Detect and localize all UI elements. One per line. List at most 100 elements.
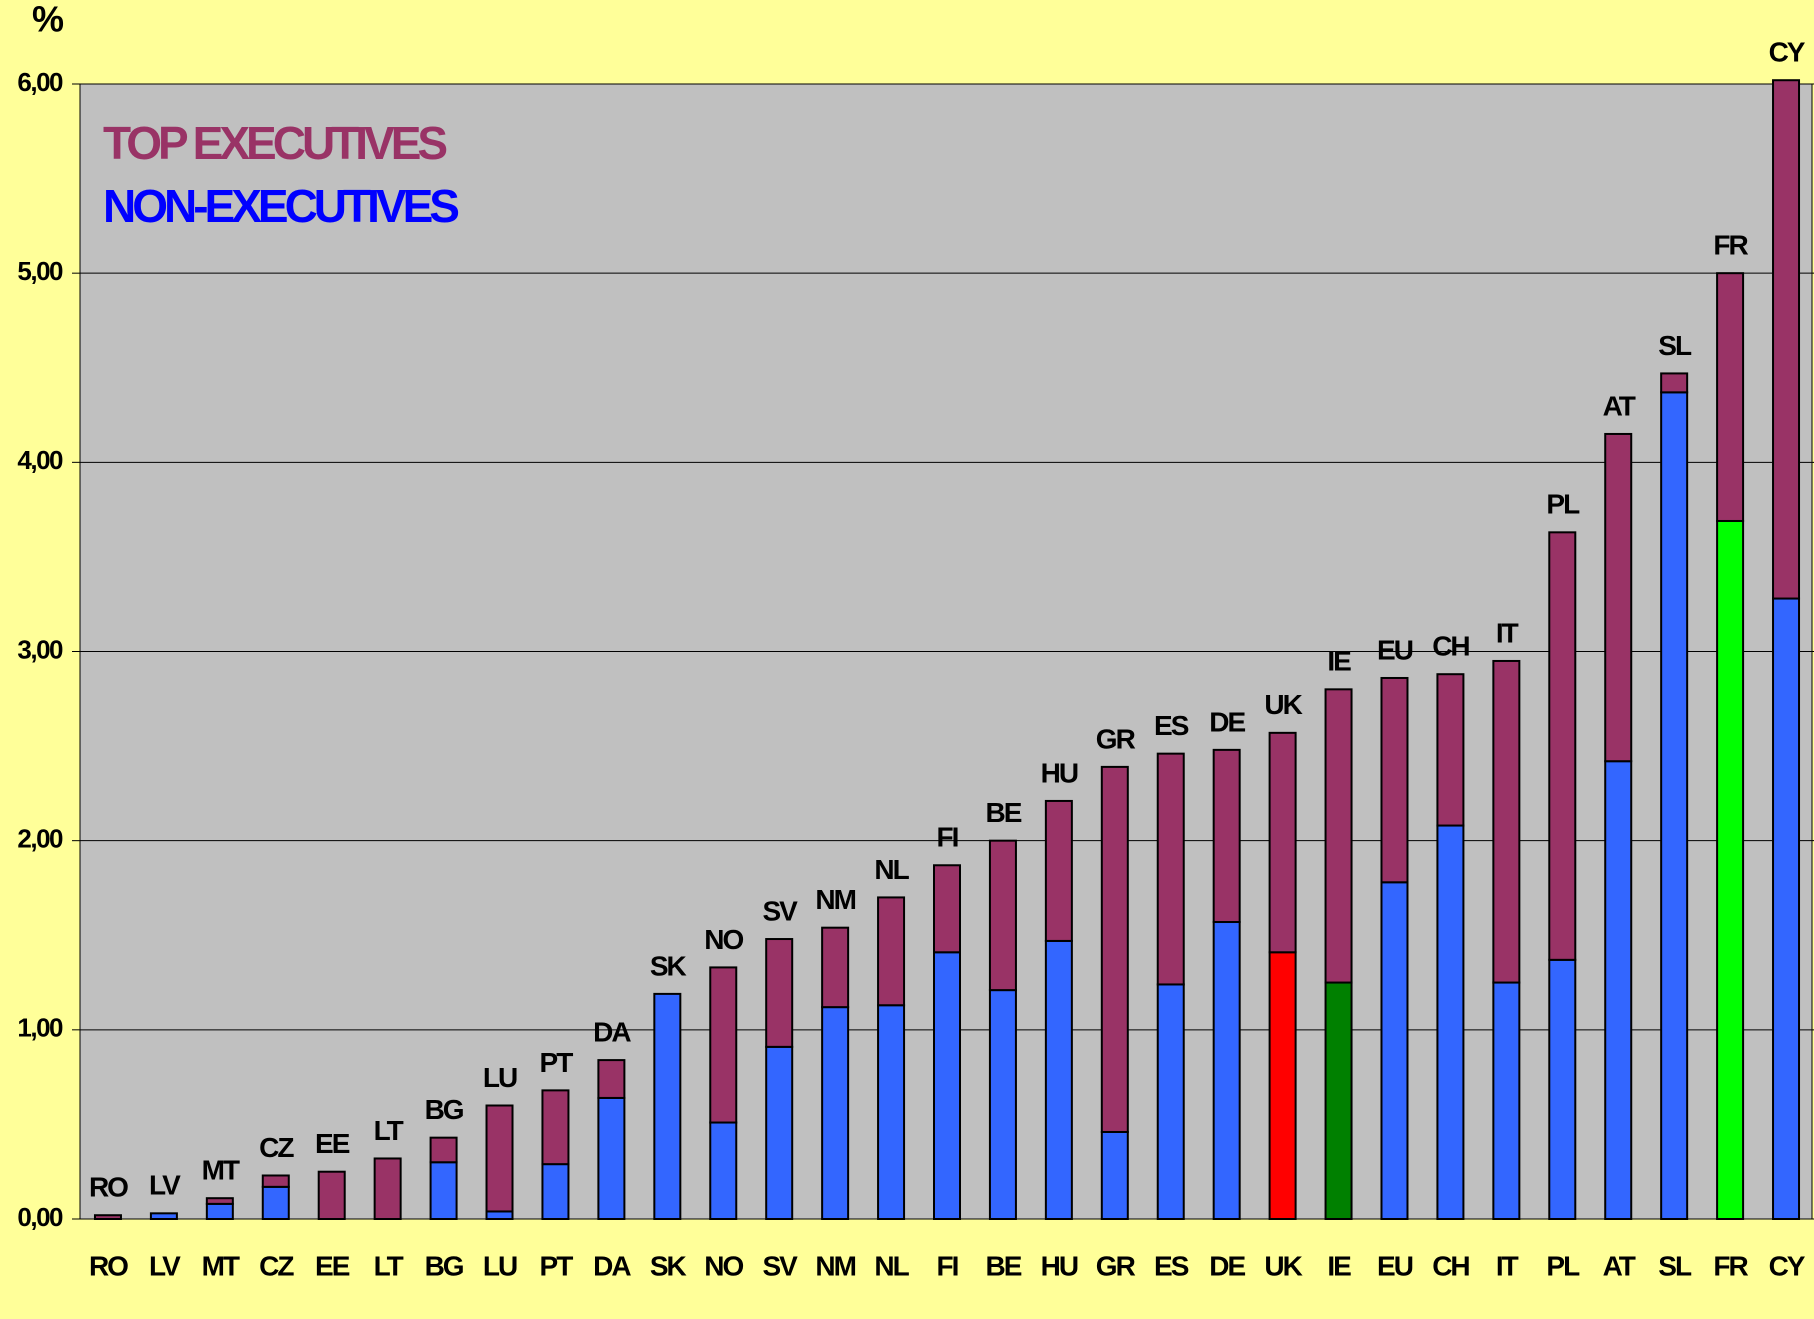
x-tick-label: NL bbox=[874, 1250, 909, 1281]
bar-label: HU bbox=[1041, 757, 1078, 788]
bar-label: MT bbox=[202, 1155, 240, 1186]
bar-label: IE bbox=[1327, 646, 1351, 677]
bar-segment bbox=[1772, 597, 1801, 1220]
y-axis-title: % bbox=[32, 0, 64, 40]
x-tick-label: AT bbox=[1603, 1250, 1636, 1281]
bar-segment bbox=[373, 1157, 402, 1221]
bar-segment bbox=[1324, 981, 1353, 1221]
bar-segment bbox=[821, 1006, 850, 1221]
bar-segment bbox=[261, 1185, 290, 1221]
bar-label: BE bbox=[985, 797, 1021, 828]
x-tick-label: RO bbox=[89, 1250, 128, 1281]
x-tick-label: GR bbox=[1096, 1250, 1136, 1281]
bar-segment bbox=[1492, 659, 1521, 984]
bar-segment bbox=[261, 1174, 290, 1188]
bar-label: PT bbox=[540, 1047, 574, 1078]
bar-label: RO bbox=[89, 1172, 128, 1203]
x-tick-label: NM bbox=[815, 1250, 855, 1281]
bar-segment bbox=[1660, 391, 1689, 1220]
bar-segment bbox=[1268, 951, 1297, 1221]
x-tick-label: LT bbox=[374, 1250, 404, 1281]
bar-segment bbox=[1436, 824, 1465, 1220]
x-tick-label: SL bbox=[1658, 1250, 1692, 1281]
bar-label: FR bbox=[1713, 230, 1748, 261]
bar-segment bbox=[1548, 531, 1577, 961]
bar-segment bbox=[1212, 748, 1241, 924]
x-tick-label: EU bbox=[1377, 1250, 1413, 1281]
bar-segment bbox=[709, 966, 738, 1124]
x-tick-label: CH bbox=[1432, 1250, 1469, 1281]
bar-segment bbox=[1716, 272, 1745, 522]
bar-segment bbox=[765, 938, 794, 1048]
bar-segment bbox=[429, 1136, 458, 1164]
x-tick-label: LU bbox=[483, 1250, 517, 1281]
bar-segment bbox=[933, 951, 961, 1221]
bar-segment bbox=[1492, 981, 1521, 1221]
x-tick-label: LV bbox=[149, 1250, 181, 1281]
legend-entry: NON-EXECUTIVES bbox=[103, 180, 458, 232]
bar-segment bbox=[1604, 432, 1633, 763]
bar-label: GR bbox=[1096, 723, 1136, 754]
bar-segment bbox=[877, 896, 906, 1007]
bar-label: BG bbox=[425, 1094, 464, 1125]
x-tick-label: IE bbox=[1327, 1250, 1351, 1281]
bar-segment bbox=[1156, 983, 1185, 1221]
x-tick-label: HU bbox=[1041, 1250, 1078, 1281]
bar-segment bbox=[1660, 372, 1689, 394]
bar-segment bbox=[877, 1004, 906, 1220]
bar-label: NO bbox=[704, 924, 743, 955]
x-tick-label: SK bbox=[650, 1250, 687, 1281]
y-tick-label: 3,00 bbox=[17, 634, 63, 664]
x-tick-label: PL bbox=[1546, 1250, 1580, 1281]
bar-label: DE bbox=[1209, 706, 1245, 737]
bar-label: NM bbox=[815, 884, 855, 915]
bar-segment bbox=[988, 839, 1017, 992]
bar-label: DA bbox=[593, 1016, 631, 1047]
x-tick-label: FI bbox=[937, 1250, 958, 1281]
bar-segment bbox=[1156, 752, 1185, 986]
bar-label: PL bbox=[1546, 489, 1580, 520]
bar-segment bbox=[597, 1096, 626, 1221]
x-tick-label: SV bbox=[763, 1250, 799, 1281]
bar-segment bbox=[1212, 921, 1241, 1221]
bar-segment bbox=[541, 1089, 570, 1166]
bar-label: CZ bbox=[259, 1132, 294, 1163]
bar-label: EE bbox=[315, 1128, 350, 1159]
bar-label: ES bbox=[1154, 710, 1189, 741]
bar-label: SK bbox=[650, 950, 687, 981]
bar-label: SV bbox=[763, 895, 799, 926]
bar-segment bbox=[541, 1163, 570, 1221]
bar-segment bbox=[1548, 958, 1577, 1220]
bar-segment bbox=[1380, 881, 1409, 1220]
bar-label: CY bbox=[1769, 37, 1806, 68]
bar-segment bbox=[429, 1161, 458, 1220]
bar-segment bbox=[597, 1059, 626, 1099]
bar-segment bbox=[988, 989, 1017, 1220]
x-tick-label: BE bbox=[985, 1250, 1021, 1281]
bar-label: IT bbox=[1496, 617, 1519, 648]
bar-segment bbox=[1324, 688, 1353, 984]
y-tick-label: 4,00 bbox=[17, 445, 63, 475]
x-tick-label: EE bbox=[315, 1250, 350, 1281]
x-tick-label: ES bbox=[1154, 1250, 1189, 1281]
x-tick-label: BG bbox=[425, 1250, 464, 1281]
x-tick-label: CZ bbox=[259, 1250, 294, 1281]
x-tick-label: NO bbox=[704, 1250, 743, 1281]
bar-segment bbox=[485, 1104, 514, 1213]
y-tick-label: 5,00 bbox=[17, 256, 63, 286]
y-tick-label: 6,00 bbox=[17, 67, 63, 97]
y-tick-label: 1,00 bbox=[17, 1013, 63, 1043]
bar-segment bbox=[1604, 760, 1633, 1220]
y-tick-label: 2,00 bbox=[17, 824, 63, 854]
bar-label: LU bbox=[483, 1062, 517, 1093]
legend-entry: TOP EXECUTIVES bbox=[103, 117, 446, 169]
x-tick-label: CY bbox=[1769, 1250, 1806, 1281]
bar-label: LV bbox=[149, 1170, 181, 1201]
x-tick-label: UK bbox=[1264, 1250, 1302, 1281]
bar-segment bbox=[1380, 676, 1409, 884]
bar-label: LT bbox=[374, 1115, 404, 1146]
x-tick-label: DE bbox=[1209, 1250, 1245, 1281]
x-tick-label: FR bbox=[1713, 1250, 1748, 1281]
bar-segment bbox=[1772, 79, 1801, 600]
